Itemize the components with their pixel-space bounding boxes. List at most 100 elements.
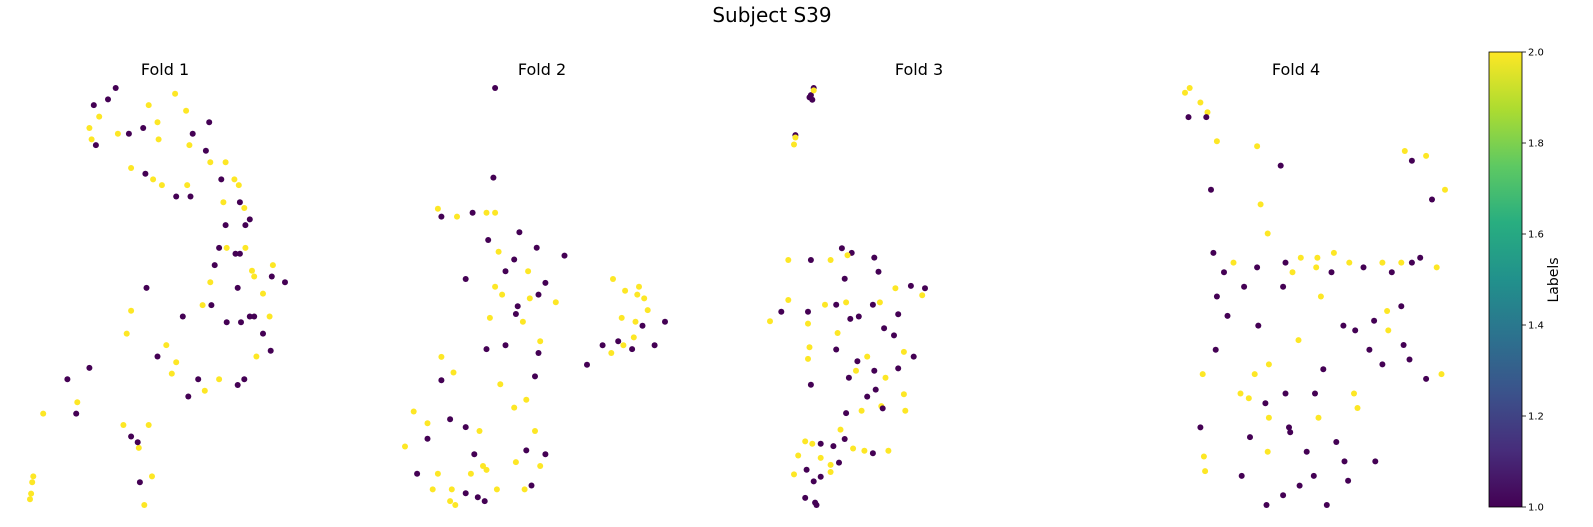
- scatter-point: [1423, 375, 1430, 382]
- scatter-point: [499, 291, 506, 298]
- scatter-point: [502, 268, 509, 275]
- scatter-point: [1345, 477, 1352, 484]
- scatter-point: [447, 416, 454, 423]
- scatter-point: [791, 471, 797, 478]
- scatter-point: [1442, 186, 1448, 193]
- scatter-point: [841, 275, 848, 282]
- scatter-point: [74, 399, 81, 406]
- scatter-point: [1264, 230, 1271, 237]
- scatter-point: [260, 330, 266, 337]
- scatter-point: [223, 319, 230, 326]
- scatter-point: [481, 498, 488, 505]
- scatter-point: [542, 279, 549, 286]
- scatter-point: [1360, 264, 1367, 271]
- scatter-point: [900, 348, 907, 355]
- scatter-point: [1371, 317, 1378, 324]
- scatter-point: [895, 365, 902, 372]
- scatter-point: [791, 141, 797, 148]
- scatter-point: [871, 367, 878, 374]
- scatter-point: [424, 420, 431, 427]
- scatter-point: [910, 353, 917, 360]
- scatter-point: [795, 452, 802, 459]
- scatter-point: [216, 244, 223, 251]
- scatter-point: [792, 134, 799, 141]
- scatter-point: [236, 250, 243, 257]
- scatter-point: [92, 142, 99, 149]
- scatter-point: [30, 473, 37, 480]
- scatter-point: [145, 422, 152, 428]
- scatter-point: [599, 342, 606, 349]
- colorbar-tick-label: 1.0: [1528, 503, 1544, 514]
- scatter-point: [1255, 322, 1262, 329]
- panel-title: Fold 3: [895, 60, 943, 79]
- scatter-point: [150, 176, 157, 183]
- scatter-point: [1317, 293, 1324, 300]
- scatter-point: [143, 284, 150, 291]
- scatter-point: [1245, 395, 1252, 402]
- scatter-point: [260, 290, 266, 297]
- scatter-point: [511, 404, 518, 411]
- scatter-point: [462, 490, 469, 497]
- scatter-point: [1197, 99, 1204, 106]
- scatter-point: [492, 85, 499, 91]
- scatter-point: [222, 222, 229, 229]
- scatter-point: [28, 490, 35, 497]
- scatter-point: [620, 342, 627, 349]
- scatter-point: [149, 473, 155, 480]
- scatter-point: [1423, 152, 1430, 159]
- scatter-point: [778, 308, 785, 315]
- scatter-point: [235, 182, 242, 189]
- scatter-point: [253, 353, 260, 360]
- scatter-point: [1286, 424, 1292, 431]
- scatter-point: [523, 447, 530, 454]
- scatter-point: [493, 486, 500, 493]
- scatter-point: [618, 314, 625, 321]
- scatter-point: [1186, 85, 1193, 91]
- scatter-point: [234, 284, 241, 291]
- scatter-point: [807, 381, 814, 388]
- scatter-point: [242, 222, 249, 229]
- scatter-point: [533, 244, 540, 251]
- scatter-point: [1257, 201, 1264, 208]
- scatter-point: [895, 311, 902, 318]
- scatter-point: [128, 433, 135, 440]
- scatter-point: [1213, 293, 1220, 300]
- scatter-point: [438, 213, 445, 220]
- scatter-point: [584, 361, 590, 368]
- scatter-point: [1203, 114, 1210, 121]
- scatter-point: [858, 407, 865, 414]
- scatter-point: [519, 318, 526, 325]
- scatter-point: [516, 229, 523, 236]
- scatter-point: [1315, 414, 1322, 421]
- scatter-point: [844, 252, 851, 259]
- scatter-point: [847, 315, 854, 322]
- scatter-point: [827, 469, 834, 475]
- scatter-point: [512, 459, 519, 466]
- scatter-point: [1400, 342, 1407, 348]
- scatter-point: [651, 342, 658, 349]
- scatter-point: [135, 444, 142, 451]
- scatter-point: [833, 301, 840, 308]
- scatter-point: [512, 311, 519, 317]
- scatter-point: [1241, 283, 1248, 290]
- scatter-point: [1202, 468, 1209, 475]
- scatter-point: [1295, 337, 1302, 344]
- scatter-point: [1312, 390, 1318, 397]
- scatter-point: [88, 136, 95, 143]
- scatter-point: [199, 302, 206, 309]
- scatter-point: [29, 479, 36, 486]
- scatter-point: [864, 353, 871, 360]
- scatter-point: [242, 244, 249, 251]
- scatter-point: [841, 436, 848, 442]
- scatter-point: [251, 313, 258, 320]
- scatter-point: [1313, 264, 1320, 271]
- scatter-point: [155, 136, 162, 143]
- colorbar-gradient: [1488, 51, 1523, 508]
- scatter-point: [1230, 259, 1237, 266]
- scatter-point: [869, 450, 876, 457]
- scatter-point: [802, 438, 809, 445]
- scatter-point: [1296, 482, 1303, 489]
- scatter-point: [86, 364, 93, 371]
- scatter-point: [1282, 259, 1289, 266]
- scatter-point: [168, 370, 175, 377]
